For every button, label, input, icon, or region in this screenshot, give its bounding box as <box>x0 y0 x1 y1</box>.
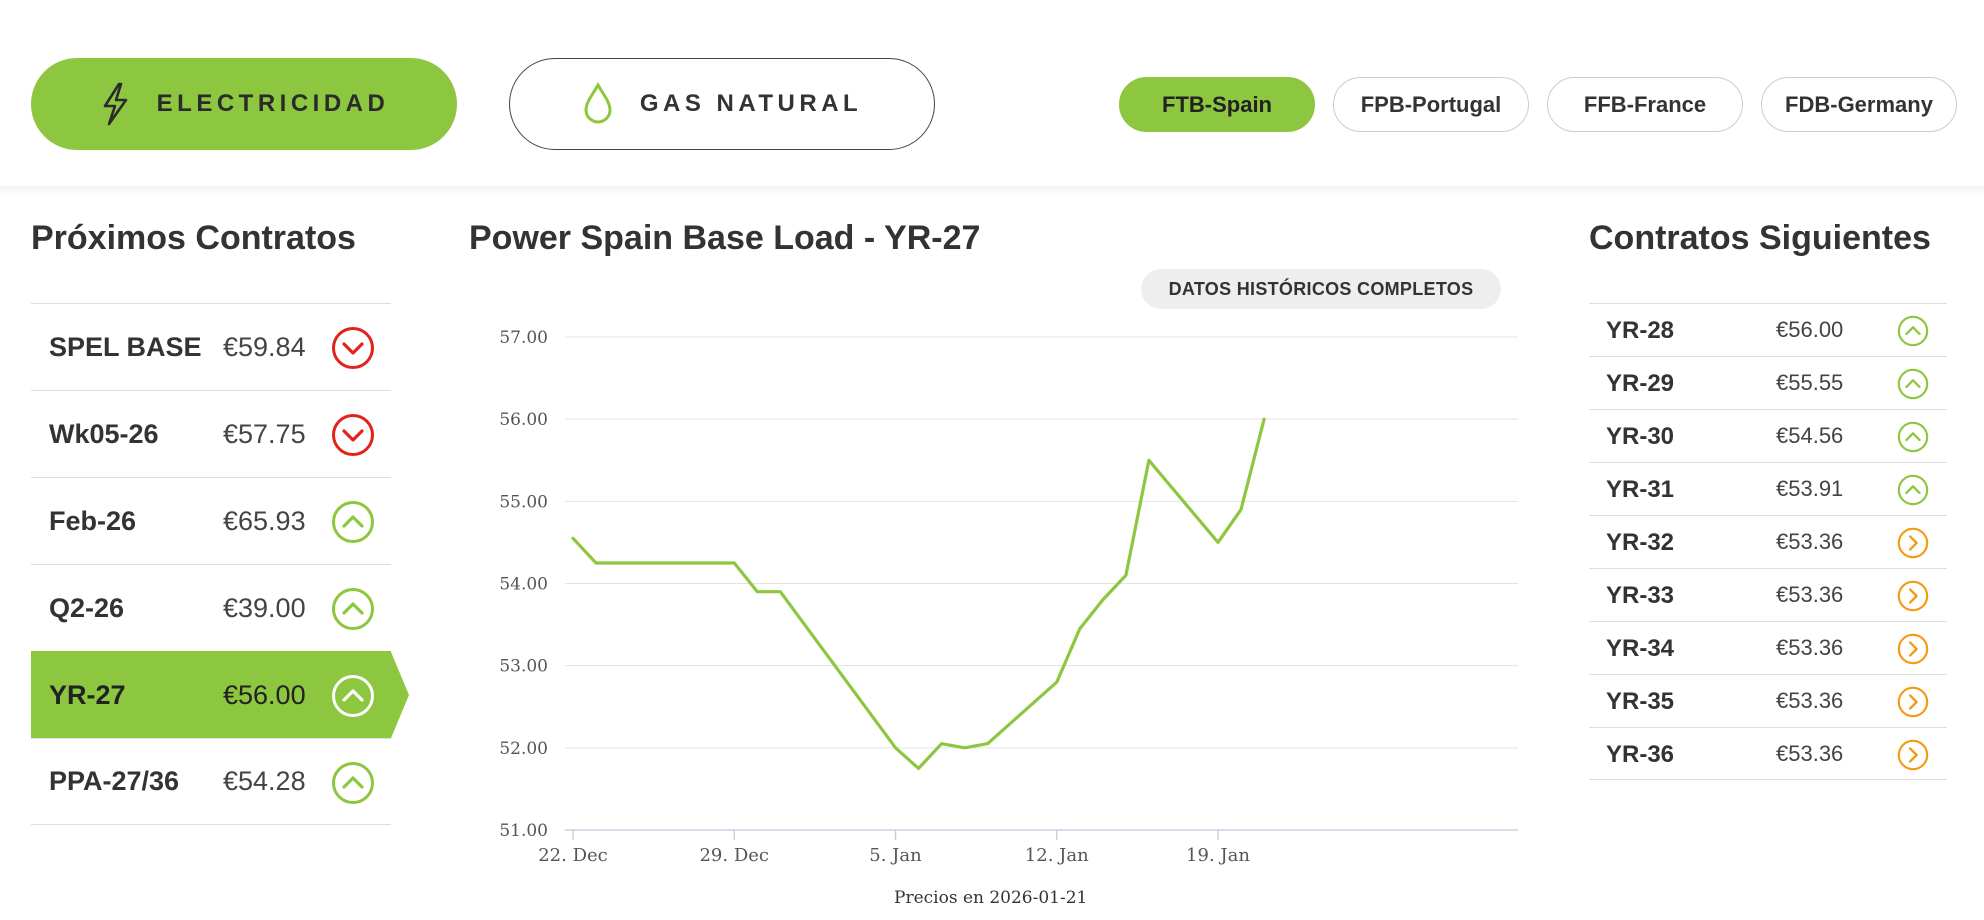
chevron-up-circle-icon <box>331 587 375 636</box>
contract-price: €57.75 <box>223 418 306 449</box>
chevron-up-circle-icon <box>1897 368 1929 405</box>
prices-date-footnote: Precios en 2026-01-21 <box>894 888 1088 908</box>
right-panel-title: Contratos Siguientes <box>1589 219 1931 257</box>
y-tick-label: 51.00 <box>499 821 548 841</box>
chart-title: Power Spain Base Load - YR-27 <box>469 219 981 257</box>
left-panel-title: Próximos Contratos <box>31 219 356 257</box>
x-tick-label: 12. Jan <box>1025 845 1089 866</box>
market-fdb-germany[interactable]: FDB-Germany <box>1761 77 1957 132</box>
contract-price: €54.28 <box>223 766 306 796</box>
contract-price: €54.56 <box>1776 423 1844 448</box>
upcoming-contracts-list: SPEL BASE €59.84 Wk05-26 €57.75 Feb-26 €65.93… <box>31 303 409 825</box>
following-contract-row[interactable]: YR-30 €54.56 <box>1589 409 1947 462</box>
price-series-line <box>571 417 1266 770</box>
contract-row[interactable]: Wk05-26 €57.75 <box>31 390 391 477</box>
contract-name: YR-30 <box>1606 423 1675 450</box>
contract-name: YR-35 <box>1606 688 1675 715</box>
contract-row[interactable]: YR-27 €56.00 <box>31 651 409 738</box>
y-tick-label: 57.00 <box>499 328 548 348</box>
contract-price: €55.55 <box>1776 370 1844 395</box>
contract-name: YR-32 <box>1606 529 1675 556</box>
header-divider <box>0 186 1984 198</box>
price-chart: 57.00 56.00 55.00 54.00 53.00 52.00 51.00 22. D… <box>499 328 1518 866</box>
contract-name: SPEL BASE <box>49 331 202 362</box>
following-contract-row[interactable]: YR-32 €53.36 <box>1589 515 1947 568</box>
following-contract-row[interactable]: YR-28 €56.00 <box>1589 303 1947 356</box>
following-contract-row[interactable]: YR-36 €53.36 <box>1589 727 1947 780</box>
x-tick-label: 22. Dec <box>538 845 608 866</box>
contract-name: YR-34 <box>1606 635 1675 662</box>
market-ffb-france[interactable]: FFB-France <box>1547 77 1743 132</box>
contract-price: €59.84 <box>223 331 306 362</box>
contract-price: €53.36 <box>1776 688 1844 713</box>
chevron-up-circle-icon <box>331 761 375 810</box>
y-tick-label: 53.00 <box>499 657 548 677</box>
contract-name: YR-27 <box>49 679 126 710</box>
following-contract-row[interactable]: YR-31 €53.91 <box>1589 462 1947 515</box>
natural-gas-tab[interactable]: GAS NATURAL <box>509 58 935 150</box>
contract-price: €39.00 <box>223 592 306 623</box>
contract-price: €53.36 <box>1776 529 1844 554</box>
market-fpb-portugal[interactable]: FPB-Portugal <box>1333 77 1529 132</box>
following-contract-row[interactable]: YR-35 €53.36 <box>1589 674 1947 727</box>
contract-name: YR-33 <box>1606 582 1675 609</box>
contract-row[interactable]: SPEL BASE €59.84 <box>31 303 391 390</box>
x-tick-label: 29. Dec <box>699 845 769 866</box>
natural-gas-tab-label: GAS NATURAL <box>639 90 863 117</box>
following-contract-row[interactable]: YR-29 €55.55 <box>1589 356 1947 409</box>
contract-name: Feb-26 <box>49 505 137 536</box>
chevron-right-circle-icon <box>1897 527 1929 564</box>
chevron-down-circle-icon <box>331 326 375 375</box>
contract-price: €53.36 <box>1776 582 1844 607</box>
contract-name: YR-29 <box>1606 370 1675 397</box>
chevron-up-circle-icon <box>1897 421 1929 458</box>
chevron-up-circle-icon <box>331 674 375 723</box>
y-tick-label: 55.00 <box>499 492 548 512</box>
electricity-tab-label: ELECTRICIDAD <box>156 90 390 117</box>
chevron-up-circle-icon <box>331 500 375 549</box>
chevron-right-circle-icon <box>1897 633 1929 670</box>
x-tick-label: 19. Jan <box>1186 845 1250 866</box>
contract-price: €65.93 <box>223 505 306 536</box>
chevron-down-circle-icon <box>331 413 375 462</box>
contract-name: Wk05-26 <box>49 418 159 449</box>
chevron-right-circle-icon <box>1897 580 1929 617</box>
contract-row[interactable]: Feb-26 €65.93 <box>31 477 391 564</box>
drop-icon <box>582 82 614 126</box>
top-bar: ELECTRICIDAD GAS NATURAL FTB-Spain FPB-P… <box>0 0 1984 188</box>
following-contract-row[interactable]: YR-34 €53.36 <box>1589 621 1947 674</box>
electricity-tab[interactable]: ELECTRICIDAD <box>31 58 457 150</box>
y-tick-label: 52.00 <box>499 739 548 759</box>
contract-name: YR-28 <box>1606 317 1675 344</box>
x-tick-label: 5. Jan <box>869 845 922 866</box>
chevron-right-circle-icon <box>1897 739 1929 776</box>
following-contract-row[interactable]: YR-33 €53.36 <box>1589 568 1947 621</box>
chevron-up-circle-icon <box>1897 474 1929 511</box>
contract-price: €56.00 <box>1776 317 1844 342</box>
contract-price: €53.36 <box>1776 635 1844 660</box>
contract-price: €56.00 <box>223 679 306 710</box>
chevron-up-circle-icon <box>1897 315 1929 352</box>
contract-price: €53.91 <box>1776 476 1844 501</box>
contract-row[interactable]: PPA-27/36 €54.28 <box>31 738 391 825</box>
contract-name: YR-36 <box>1606 741 1675 768</box>
market-ftb-spain[interactable]: FTB-Spain <box>1119 77 1315 132</box>
contract-name: Q2-26 <box>49 592 125 623</box>
contract-name: YR-31 <box>1606 476 1675 503</box>
contract-price: €53.36 <box>1776 741 1844 766</box>
following-contracts-list: YR-28 €56.00 YR-29 €55.55 YR-30 €54.56 YR-31 €5… <box>1589 303 1947 780</box>
lightning-icon <box>99 82 131 126</box>
chevron-right-circle-icon <box>1897 686 1929 723</box>
contract-name: PPA-27/36 <box>49 766 180 796</box>
y-tick-label: 56.00 <box>499 410 548 430</box>
contract-row[interactable]: Q2-26 €39.00 <box>31 564 391 651</box>
y-tick-label: 54.00 <box>499 575 548 595</box>
full-history-button[interactable]: DATOS HISTÓRICOS COMPLETOS <box>1141 269 1501 309</box>
